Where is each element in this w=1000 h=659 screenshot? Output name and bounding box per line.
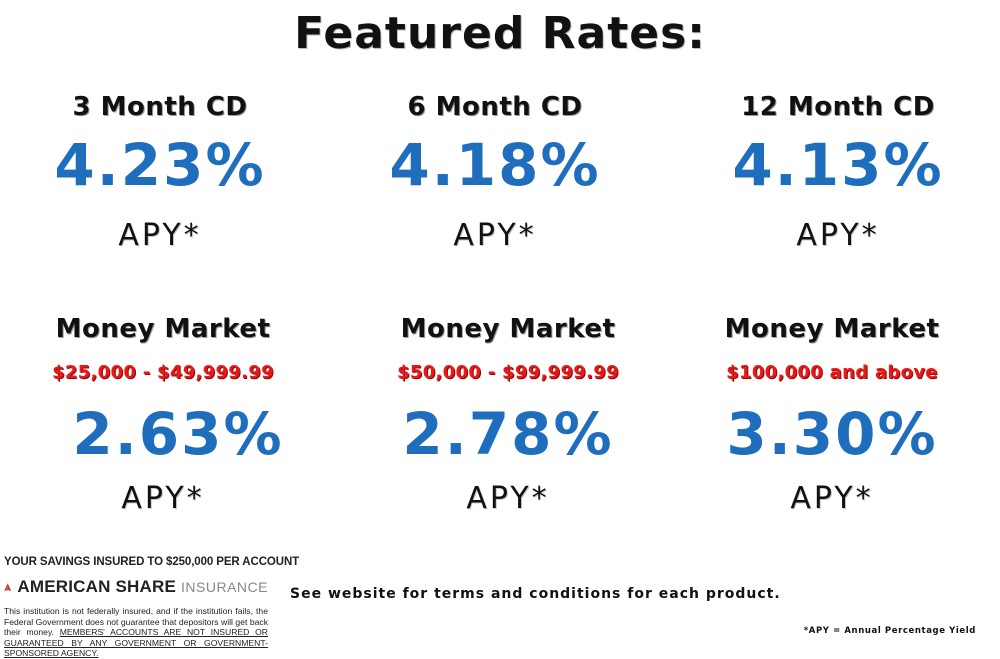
product-name: Money Market bbox=[724, 314, 940, 344]
insurance-notice: YOUR SAVINGS INSURED TO $250,000 PER ACC… bbox=[4, 556, 300, 659]
rate-card-money-market-tier-3: Money Market $100,000 and above 3.30% AP… bbox=[667, 314, 997, 516]
apy-label: APY* bbox=[121, 481, 205, 516]
rate-value: 3.30% bbox=[726, 400, 938, 468]
rate-card-3-month-cd: 3 Month CD 4.23% APY* bbox=[0, 92, 325, 253]
apy-label: APY* bbox=[796, 218, 880, 253]
product-name: Money Market bbox=[400, 314, 616, 344]
rate-card-money-market-tier-1: Money Market $25,000 - $49,999.99 2.63% … bbox=[0, 314, 328, 516]
rate-card-money-market-tier-2: Money Market $50,000 - $99,999.99 2.78% … bbox=[343, 314, 673, 516]
insurance-brand-suffix: INSURANCE bbox=[181, 579, 268, 595]
product-name: 3 Month CD bbox=[72, 92, 248, 122]
insurance-logo-row: AMERICAN SHARE INSURANCE bbox=[4, 573, 268, 601]
rate-value: 4.23% bbox=[54, 131, 266, 199]
page-title: Featured Rates: bbox=[294, 8, 706, 59]
rate-value: 4.13% bbox=[732, 131, 944, 199]
product-name: 6 Month CD bbox=[407, 92, 583, 122]
apy-label: APY* bbox=[466, 481, 550, 516]
terms-note: See website for terms and conditions for… bbox=[290, 586, 781, 602]
rate-card-12-month-cd: 12 Month CD 4.13% APY* bbox=[673, 92, 1000, 253]
balance-range: $100,000 and above bbox=[726, 362, 938, 383]
balance-range: $25,000 - $49,999.99 bbox=[52, 362, 274, 383]
apy-footnote: *APY = Annual Percentage Yield bbox=[803, 626, 976, 636]
rate-value: 4.18% bbox=[389, 131, 601, 199]
balance-range: $50,000 - $99,999.99 bbox=[397, 362, 619, 383]
american-share-insurance-logo-icon bbox=[4, 583, 12, 591]
rate-value: 2.63% bbox=[72, 400, 284, 468]
insurance-brand-name: AMERICAN SHARE bbox=[17, 577, 177, 596]
disclaimer-text: This institution is not federally insure… bbox=[4, 606, 268, 637]
product-name: 12 Month CD bbox=[741, 92, 935, 122]
apy-label: APY* bbox=[118, 218, 202, 253]
rate-value: 2.78% bbox=[402, 400, 614, 468]
insurance-headline: YOUR SAVINGS INSURED TO $250,000 PER ACC… bbox=[4, 556, 300, 568]
product-name: Money Market bbox=[55, 314, 271, 344]
insurance-disclaimer: This institution is not federally insure… bbox=[4, 606, 268, 659]
apy-label: APY* bbox=[453, 218, 537, 253]
apy-label: APY* bbox=[790, 481, 874, 516]
rate-card-6-month-cd: 6 Month CD 4.18% APY* bbox=[330, 92, 660, 253]
